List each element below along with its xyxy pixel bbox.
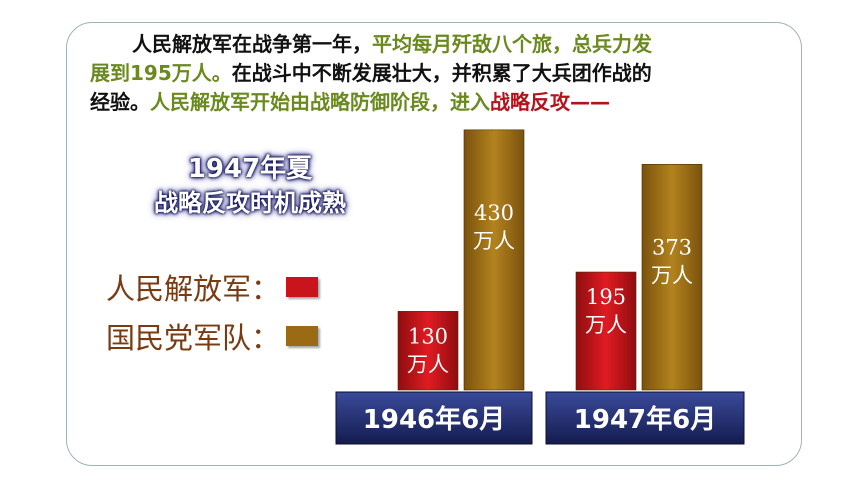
bar-kmt-1 (641, 164, 703, 391)
bar-value-label: 195 (586, 285, 626, 309)
bar-pla-1 (575, 271, 637, 391)
content-frame (66, 22, 802, 466)
bar-value-label: 130 (408, 324, 448, 348)
intro-line3-a: 经验。 (90, 90, 150, 114)
category-box-0 (335, 391, 533, 445)
legend-kmt-swatch (286, 326, 319, 346)
intro-line3-d: 战略反攻—— (490, 90, 610, 114)
intro-line2-a: 展到195万人。 (90, 61, 232, 85)
legend-kmt-label: 国民党军队： (106, 321, 281, 355)
bar-unit-label: 万人 (651, 263, 693, 287)
intro-text: 人民解放军在战争第一年，平均每月歼敌八个旅，总兵力发展到195万人。在战斗中不断… (90, 30, 790, 117)
headline: 1947年夏 战略反攻时机成熟 (120, 152, 380, 220)
intro-line2-b: 在战斗中不断发展壮大，并积累了大兵团作战的 (231, 61, 652, 85)
headline-line2: 战略反攻时机成熟 (154, 189, 346, 217)
bar-unit-label: 万人 (473, 229, 515, 253)
bar-value-label: 430 (474, 201, 514, 225)
legend-pla: 人民解放军： (106, 266, 319, 308)
bar-kmt-0 (463, 129, 525, 391)
bar-pla-0 (397, 311, 459, 391)
headline-line1: 1947年夏 (187, 154, 313, 184)
intro-line1-a: 人民解放军在战争第一年， (132, 32, 372, 56)
category-label-1: 1947年6月 (574, 404, 716, 435)
bar-unit-label: 万人 (585, 313, 627, 337)
legend-kmt: 国民党军队： (106, 315, 319, 357)
intro-line1-b: 平均每月歼敌八个旅，总兵力发 (372, 32, 652, 56)
category-label-0: 1946年6月 (363, 404, 505, 435)
bar-value-label: 373 (652, 235, 692, 259)
intro-line3-b: 人民解放军 (150, 90, 250, 114)
intro-line3-c: 开始由战略防御阶段，进入 (250, 90, 490, 114)
bar-unit-label: 万人 (407, 352, 449, 376)
legend-pla-swatch (286, 277, 319, 297)
legend-pla-label: 人民解放军： (106, 272, 281, 306)
category-box-1 (545, 391, 745, 445)
